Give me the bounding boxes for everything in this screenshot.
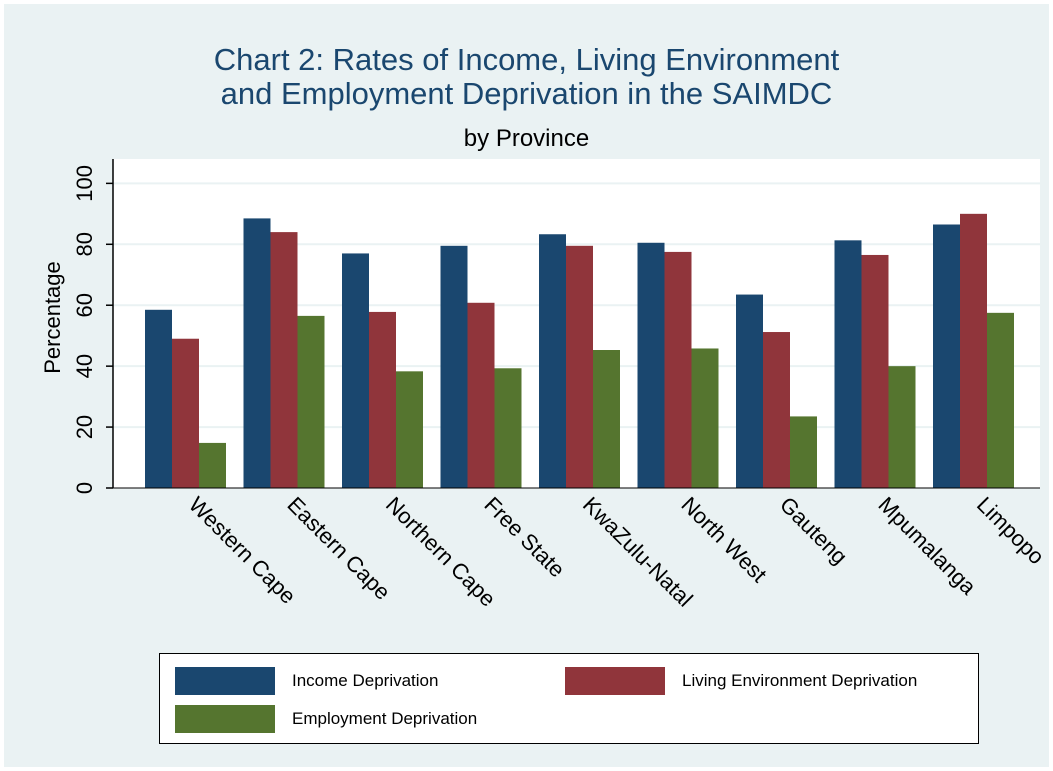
bar xyxy=(440,245,468,488)
x-tick-label: Gauteng xyxy=(775,492,852,569)
bar xyxy=(566,245,593,488)
y-axis-title: Percentage xyxy=(40,261,65,374)
bar xyxy=(270,232,298,488)
bars xyxy=(145,213,1014,489)
y-tick-label: 20 xyxy=(72,415,97,439)
bar xyxy=(243,218,271,488)
bar xyxy=(467,302,495,488)
legend-item: Living Environment Deprivation xyxy=(565,667,917,695)
y-tick-label: 80 xyxy=(72,232,97,256)
y-tick-label: 100 xyxy=(72,165,97,202)
chart-subtitle: by Province xyxy=(463,125,590,152)
chart-title-line-1: Chart 2: Rates of Income, Living Environ… xyxy=(213,42,840,77)
bar xyxy=(396,371,423,488)
legend-swatch xyxy=(175,667,275,695)
y-tick-label: 60 xyxy=(72,293,97,317)
bar xyxy=(342,253,369,488)
bar xyxy=(664,251,692,488)
bar xyxy=(960,213,987,489)
bar xyxy=(790,416,817,488)
bar xyxy=(834,240,862,488)
bar xyxy=(172,338,199,488)
legend-label: Employment Deprivation xyxy=(292,709,478,728)
chart-frame: Chart 2: Rates of Income, Living Environ… xyxy=(4,4,1049,767)
bar xyxy=(888,366,916,488)
bar xyxy=(763,332,790,488)
x-tick-label: Free State xyxy=(479,492,569,582)
bar xyxy=(987,312,1014,488)
bar xyxy=(145,309,172,488)
legend-swatch xyxy=(175,705,275,733)
bar xyxy=(593,350,620,488)
bar xyxy=(539,234,566,488)
bar xyxy=(199,442,226,488)
bar xyxy=(933,224,960,489)
x-tick-label: Eastern Cape xyxy=(282,492,395,605)
legend-swatch xyxy=(565,667,665,695)
y-tick-label: 0 xyxy=(72,482,97,494)
legend-label: Living Environment Deprivation xyxy=(682,671,918,690)
chart-title-line-2: and Employment Deprivation in the SAIMDC xyxy=(220,76,833,111)
legend: Income Deprivation Living Environment Dep… xyxy=(159,653,979,744)
x-tick-label: Limpopo xyxy=(972,492,1049,569)
legend-item: Employment Deprivation xyxy=(175,705,477,733)
bar xyxy=(494,368,522,488)
legend-item: Income Deprivation xyxy=(175,667,438,695)
bar xyxy=(297,315,325,488)
y-tick-label: 40 xyxy=(72,354,97,378)
x-tick-label: North West xyxy=(676,492,771,587)
bar xyxy=(637,242,665,488)
bar xyxy=(369,311,396,488)
bar xyxy=(736,294,763,488)
bar xyxy=(861,254,889,488)
bar xyxy=(691,348,719,488)
x-tick-label: Mpumalanga xyxy=(873,492,981,600)
legend-label: Income Deprivation xyxy=(292,671,439,690)
